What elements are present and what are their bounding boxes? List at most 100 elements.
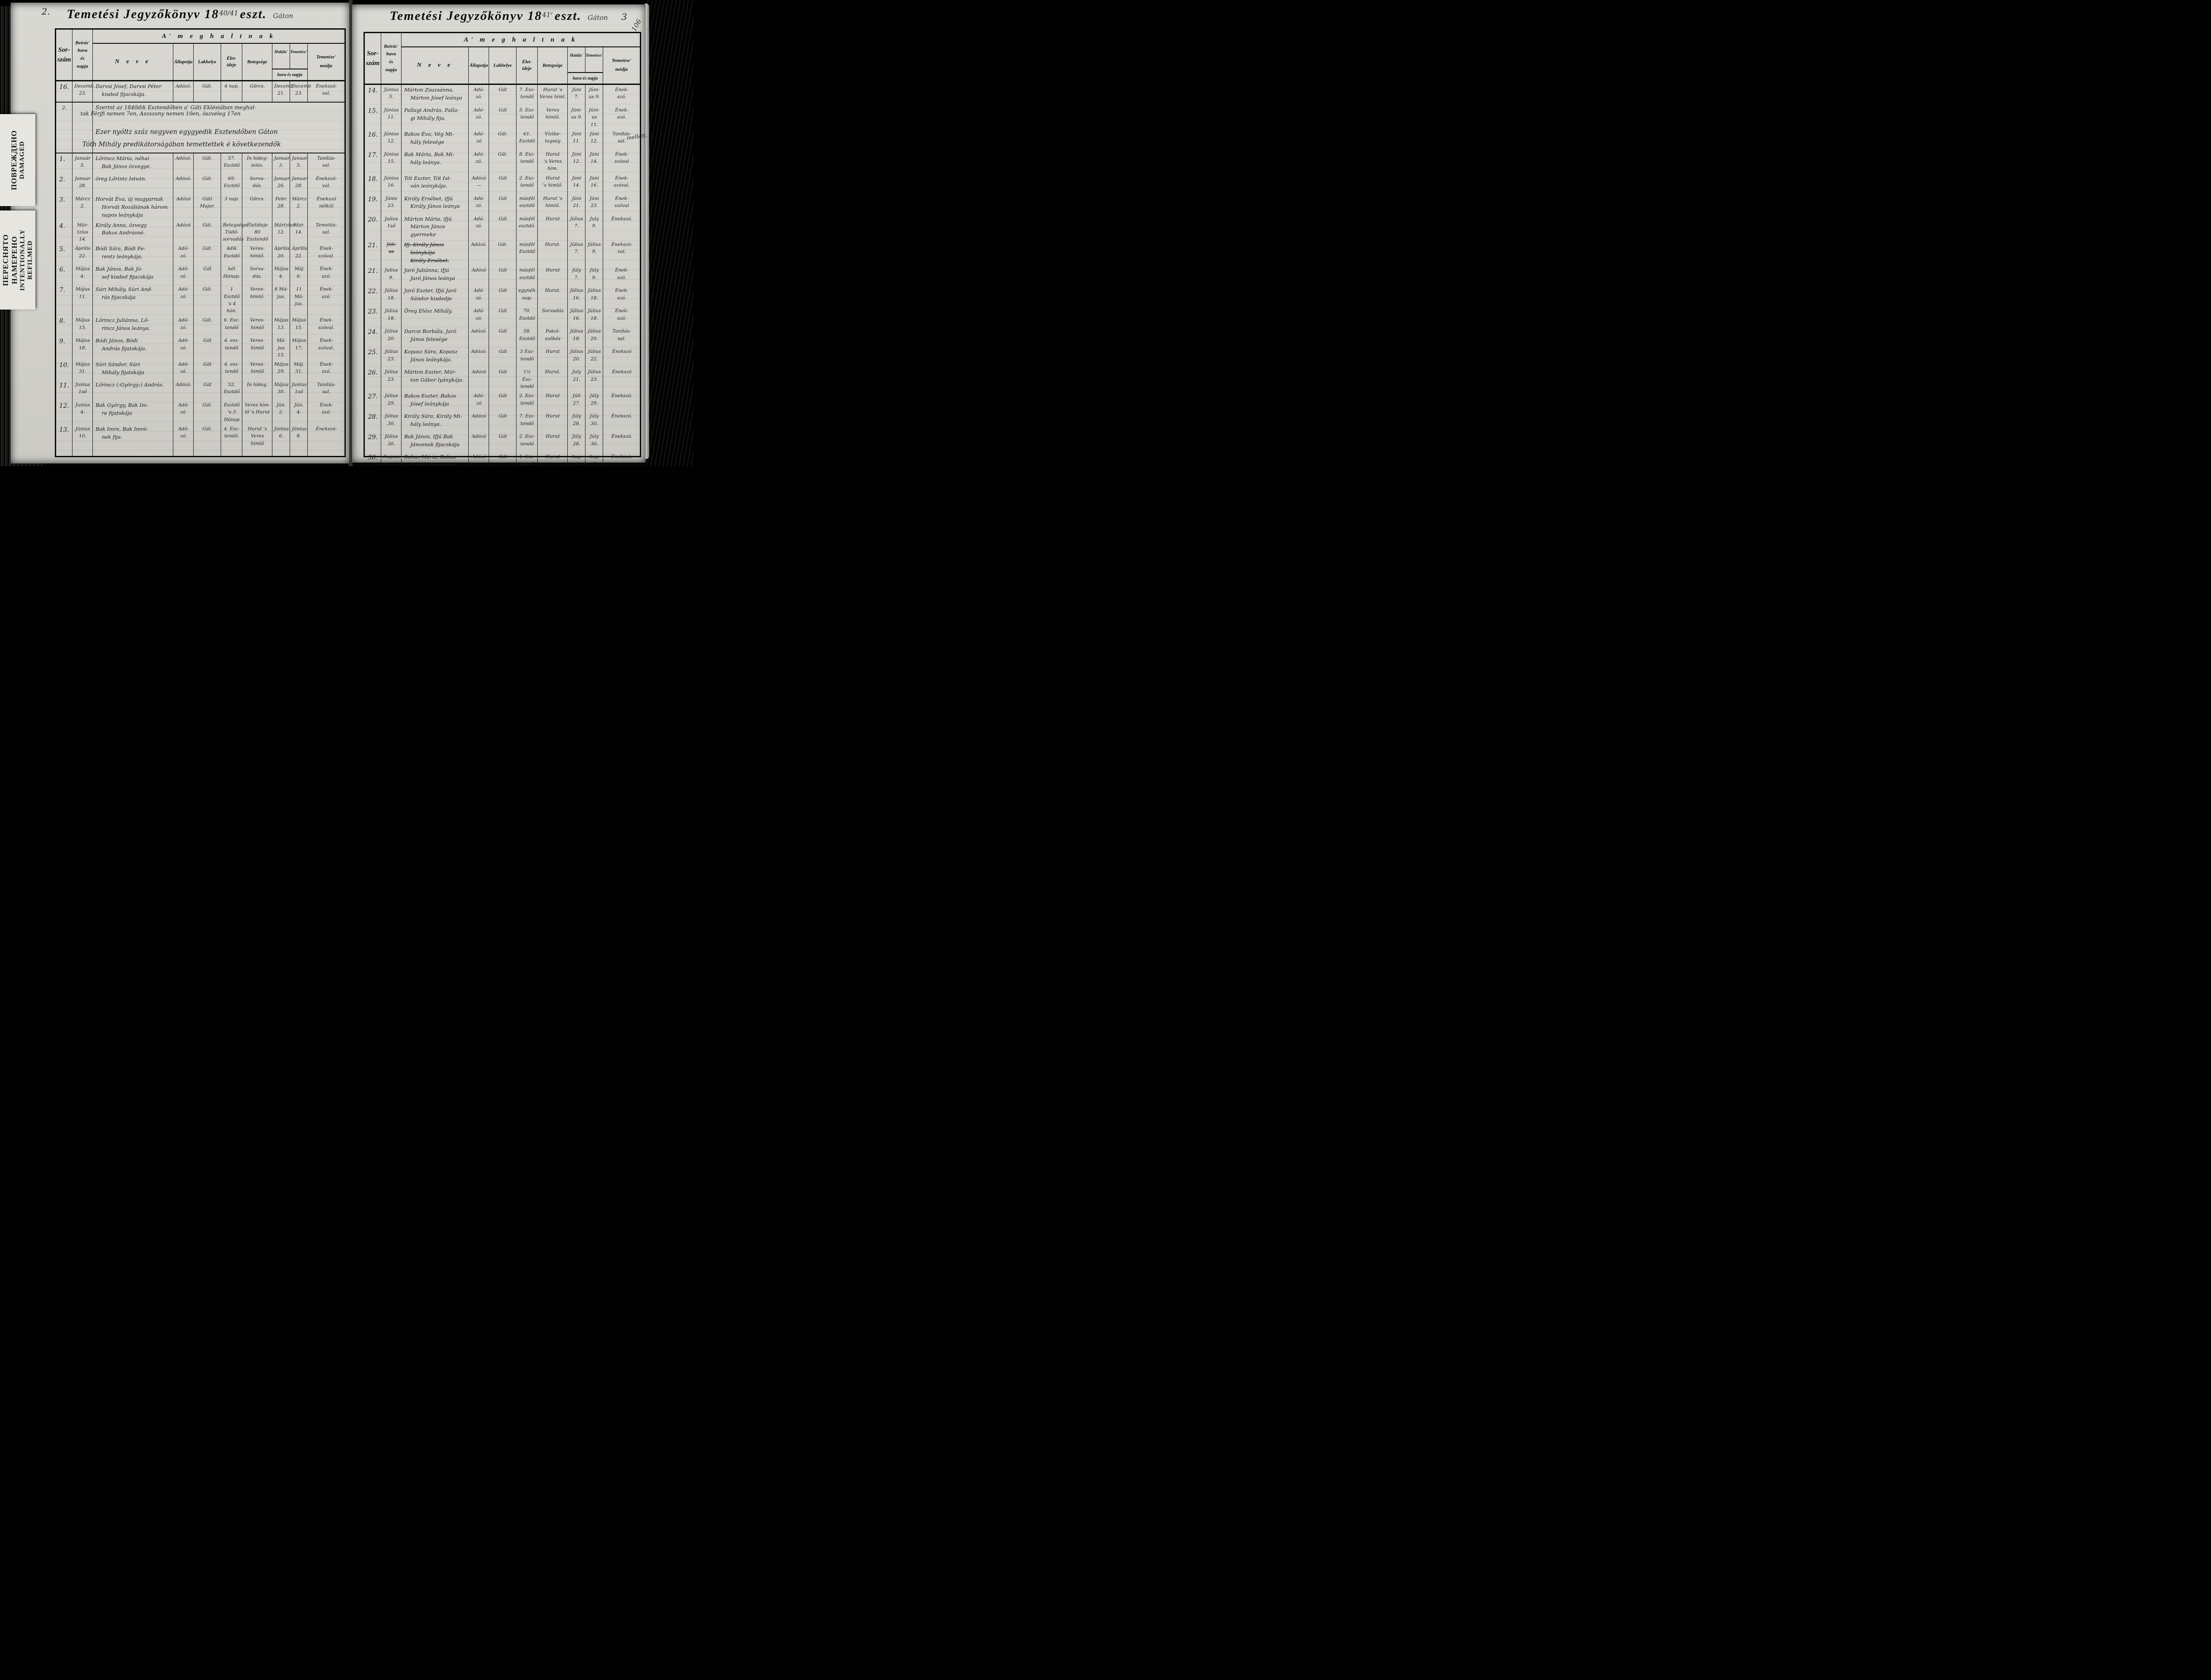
entry-date: Április 22. (72, 244, 92, 264)
age: 57. Esztdő (221, 153, 242, 174)
empty-cell (221, 448, 242, 456)
disease: Veres- himlő (242, 315, 272, 336)
disease: Hurut (537, 432, 567, 452)
row-number: 20. (368, 216, 378, 223)
row-number: 3. (59, 196, 65, 204)
burial-manner: Ének- szó. (603, 85, 640, 105)
empty-cell (92, 448, 173, 456)
age: 8. Esz- tendő (516, 149, 537, 173)
residence: Gát (489, 347, 516, 367)
deceased-name: Súri Sándor, Súri Mihály fijatskája (92, 360, 173, 380)
col-header-meghaltnak: A' m e g h a l t n a k (401, 33, 640, 47)
deceased-name: Jaró Eszter, Ifjú Jaró Sándor kisdedje (401, 286, 468, 306)
age: másfél esztdő. (516, 214, 537, 240)
entry-date: Július 23. (381, 347, 401, 367)
title-year-handwritten: 40/41 (219, 9, 238, 17)
burial-date: Júni 16. (585, 173, 603, 194)
residence: Gát. (193, 315, 221, 336)
death-date: Júni 11. (567, 129, 585, 149)
right-page-number: 3 (621, 11, 627, 22)
age: egynéh. nap. (516, 286, 537, 306)
burial-manner: Tanítás- sal. (307, 380, 344, 401)
row-number: 15. (368, 107, 378, 115)
entry-date: Júli- us (381, 240, 401, 266)
deceased-name: Bak János, Bak Jó- sef kisded fijacskája (92, 264, 173, 285)
col-header-temetese: Temetése' (290, 44, 307, 69)
burial-manner: Ének- szóval. (307, 315, 344, 336)
residence: Gát (489, 367, 516, 391)
col-header-temetese-modja: Temetése' módja (603, 47, 640, 84)
disease: Hurut 's Veres himlő (242, 424, 272, 448)
entry-date: Július 18. (381, 286, 401, 306)
residence: Gát (489, 452, 516, 466)
burial-date: Július 22. (585, 347, 603, 367)
death-date: 8 Má- jus. (272, 284, 290, 316)
residence: Gát. (193, 153, 221, 174)
burial-date: Júni 12. (585, 129, 603, 149)
disease: Veres him- lő 's Hurut (242, 400, 272, 424)
disease: Életideje 80 Esztendő (242, 220, 272, 244)
status: Adó- zó. (468, 193, 489, 214)
age: 4. Esz- tendő. (221, 424, 242, 448)
scanned-register-spread: 2. Temetési Jegyzőkönyv 1840/41 eszt. Gá… (0, 0, 693, 466)
burial-date: Júly 30. (585, 411, 603, 432)
age: 7. Esz- tendő (516, 411, 537, 432)
row-number: 21. (368, 268, 378, 275)
burial-date: Januar 28. (290, 174, 307, 195)
age: 3 Esz- tendő (516, 347, 537, 367)
entry-date: Május 4. (72, 264, 92, 285)
death-date: Május 13. (272, 315, 290, 336)
residence: Gát (489, 326, 516, 347)
table-row: 30. Augusz- tus 17. Bakus Mária, Bakus Sán… (365, 452, 640, 466)
status: Adózó. (173, 174, 193, 195)
age: 7. Esz- tendő (516, 85, 537, 105)
empty-cell (173, 448, 193, 456)
row-number: 5. (59, 246, 65, 253)
entry-date: Július 30. (381, 411, 401, 432)
right-register-table: Sor- szám Beírás' hava és napja A' m e g… (363, 32, 641, 466)
row-number: 25. (368, 349, 378, 356)
burial-manner: Énekszó (603, 367, 640, 391)
deceased-name: Pallagi András, Palla- gi Mihály fija. (401, 105, 468, 129)
burial-date: Július 23. (585, 367, 603, 391)
burial-date: Július 9. (585, 240, 603, 266)
burial-date: Júly 9. (585, 265, 603, 286)
residence: Gát (489, 173, 516, 194)
table-row: 17. Június 15. Bak Mária, Bak Mi- hály leá… (365, 149, 640, 173)
title-eszt: eszt. (555, 9, 581, 23)
death-date: Januar 26. (272, 174, 290, 195)
death-date: Július 16. (567, 286, 585, 306)
deceased-name: Bódi János, Bódi András fijatskája. (92, 336, 173, 360)
table-row: 14. Június 5. Márton Zsuzsánna, Márton Jós… (365, 85, 640, 105)
disease: Ín hideg. (242, 380, 272, 401)
deceased-name: Márton Eszter, Már- ton Gábor lyánykája. (401, 367, 468, 391)
deceased-name: öreg Lőrintz István. (92, 174, 173, 195)
burial-manner: Ének- szóval (603, 193, 640, 214)
age: 4 nap. (221, 81, 242, 102)
title-year-handwritten: 41ʳ (542, 11, 553, 19)
table-row: 22. Július 18. Jaró Eszter, Ifjú Jaró Sánd… (365, 286, 640, 306)
deceased-name: Bakos Éva, Vég Mi- hály felesége (401, 129, 468, 149)
status: Adó- zó. (173, 336, 193, 360)
death-date: Július 16. (567, 306, 585, 327)
row-number: 26. (368, 369, 378, 377)
col-header-hava-es-napja: hava és napja (567, 72, 603, 84)
death-date: Aug. 15. (567, 452, 585, 466)
status: Adózó. (468, 347, 489, 367)
death-date: Július 7. (567, 214, 585, 240)
status: Adózó (468, 265, 489, 286)
row-number: 24. (368, 329, 378, 336)
row-number: 22. (368, 288, 378, 295)
col-header-halala: Halála' (567, 47, 585, 72)
death-date: Júni 14. (567, 173, 585, 194)
damaged-stamp: ПОВРЕЖДЕНО DAMAGED (0, 114, 35, 206)
burial-manner: Tanítás- sal. (603, 129, 640, 149)
status: Adó- zó (468, 129, 489, 149)
burial-manner: Ének- szó. (603, 105, 640, 129)
damaged-stamp-english: DAMAGED (18, 141, 26, 180)
table-row: 21. Julius 9. Jaró Juliánna, ifjú Jaró Ján… (365, 265, 640, 286)
entry-date: Július 29. (381, 391, 401, 412)
left-page: 2. Temetési Jegyzőkönyv 1840/41 eszt. Gá… (11, 3, 349, 463)
residence: Gát (489, 265, 516, 286)
age: 70. Esztdő (516, 306, 537, 327)
